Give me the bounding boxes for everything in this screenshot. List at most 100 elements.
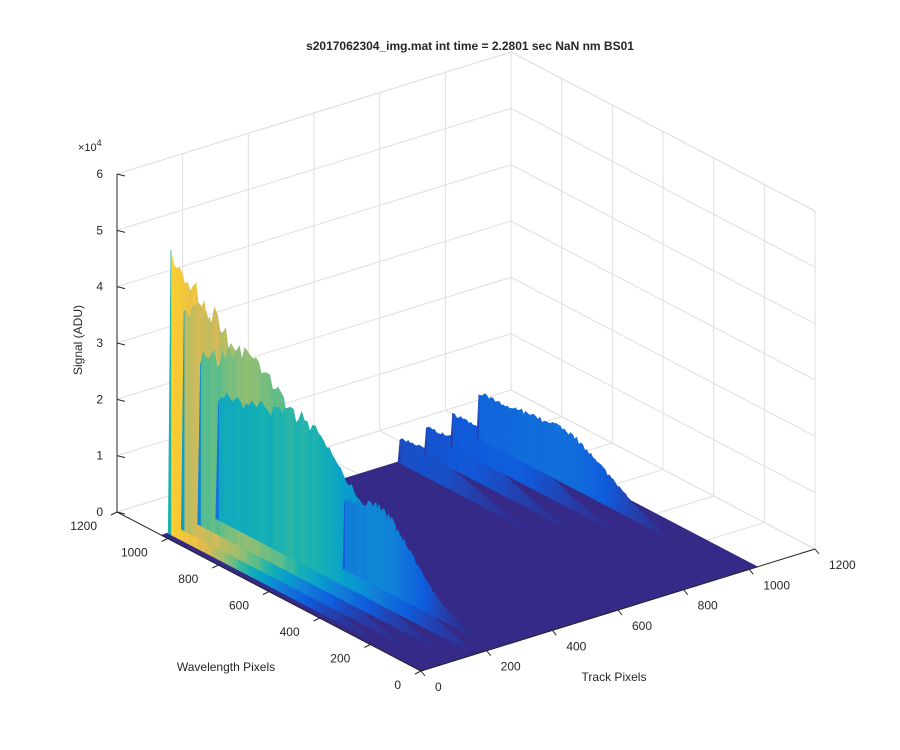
surface-patch bbox=[405, 621, 409, 635]
surface-patch bbox=[655, 524, 659, 534]
z-tick bbox=[116, 511, 126, 515]
surface-patch bbox=[556, 518, 560, 525]
z-tick-label: 6 bbox=[96, 167, 103, 181]
surface-patch bbox=[268, 411, 272, 548]
surface-patch bbox=[464, 478, 468, 499]
surface-patch bbox=[259, 400, 264, 544]
surface-patch bbox=[439, 622, 444, 638]
surface-patch bbox=[317, 432, 322, 575]
surface-patch bbox=[273, 405, 278, 551]
y-tick bbox=[161, 538, 168, 542]
surface-patch bbox=[240, 402, 244, 534]
surface-patch bbox=[192, 305, 196, 538]
surface-patch bbox=[468, 482, 472, 501]
x-tick-label: 200 bbox=[501, 660, 521, 674]
surface-patch bbox=[488, 396, 492, 446]
surface-patch bbox=[485, 496, 489, 510]
surface-patch bbox=[167, 249, 172, 536]
surface-patch bbox=[494, 401, 498, 449]
x-tick-label: 1200 bbox=[829, 558, 856, 572]
tick-labels: 0200400600800100012000200400600800100012… bbox=[70, 167, 856, 694]
surface-patch bbox=[208, 353, 212, 532]
x-tick bbox=[617, 609, 623, 616]
surface-patch bbox=[448, 464, 452, 491]
surface-patch bbox=[245, 403, 250, 537]
y-tick bbox=[313, 617, 320, 622]
surface-patch bbox=[415, 444, 419, 474]
z-tick bbox=[116, 286, 126, 290]
surface-patch bbox=[629, 498, 633, 520]
surface-patch bbox=[186, 311, 190, 535]
surface-patch bbox=[229, 397, 233, 528]
surface-patch bbox=[232, 398, 236, 530]
surface-patch bbox=[256, 401, 261, 543]
z-tick-label: 5 bbox=[96, 223, 103, 237]
surface-patch bbox=[399, 616, 404, 632]
surface-patch bbox=[360, 609, 365, 626]
z-tick-label: 2 bbox=[96, 392, 103, 406]
surface-patch bbox=[262, 402, 266, 546]
surface-patch bbox=[635, 505, 639, 523]
chart-title: s2017062304_img.mat int time = 2.2801 se… bbox=[306, 39, 634, 53]
surface-patch bbox=[453, 634, 458, 646]
surface-patch bbox=[323, 441, 327, 578]
surface-patch bbox=[478, 394, 482, 441]
surface-patch bbox=[301, 411, 305, 566]
surface-patch bbox=[521, 408, 525, 463]
x-tick bbox=[551, 630, 557, 636]
surface-patch bbox=[503, 472, 507, 498]
surface-patch bbox=[315, 425, 319, 573]
surface-patch bbox=[476, 394, 480, 440]
surface-patch bbox=[580, 442, 584, 494]
y-tick-label: 1000 bbox=[121, 546, 148, 560]
surface-patch bbox=[218, 396, 222, 522]
surface-patch bbox=[180, 310, 185, 532]
surface-patch bbox=[304, 420, 308, 567]
surface-patch bbox=[547, 472, 551, 499]
x-tick-label: 1000 bbox=[763, 578, 790, 592]
grid-line bbox=[116, 164, 816, 325]
x-tick bbox=[748, 569, 754, 575]
x-tick bbox=[683, 589, 689, 595]
surface-patch bbox=[295, 418, 300, 563]
z-tick bbox=[116, 398, 126, 402]
surface-patch bbox=[342, 614, 346, 627]
z-exponent-base: ×10 bbox=[78, 142, 97, 154]
grid-line bbox=[116, 107, 816, 268]
surface-patch bbox=[596, 461, 600, 503]
surface-patch bbox=[564, 488, 568, 508]
surface-patch bbox=[559, 425, 563, 483]
y-tick bbox=[262, 591, 270, 595]
z-exponent-power: 4 bbox=[97, 138, 102, 148]
surface-patch bbox=[176, 266, 180, 540]
surface-patch bbox=[454, 471, 458, 494]
surface-patch bbox=[405, 439, 409, 468]
surface-patch bbox=[306, 421, 311, 569]
surface-patch bbox=[248, 399, 253, 538]
surface-patch bbox=[576, 437, 580, 492]
surface-patch bbox=[444, 435, 448, 467]
x-tick-label: 0 bbox=[435, 680, 442, 694]
x-tick-label: 600 bbox=[632, 619, 652, 633]
surface-patch bbox=[562, 522, 566, 528]
surface-patch bbox=[558, 481, 561, 504]
surface-patch bbox=[529, 498, 533, 511]
surface-patch bbox=[564, 428, 567, 486]
surface-patch bbox=[623, 491, 626, 516]
surface-patch bbox=[298, 411, 302, 565]
z-tick-label: 4 bbox=[96, 280, 103, 294]
surface-patch bbox=[553, 422, 557, 480]
surface-patch bbox=[501, 509, 505, 518]
surface-patch bbox=[337, 463, 341, 585]
z-tick bbox=[116, 455, 126, 459]
surface-patch bbox=[481, 492, 484, 508]
surface-patch bbox=[397, 439, 401, 464]
surface-patch bbox=[331, 453, 336, 582]
surface-patch bbox=[284, 407, 289, 557]
surface-patch bbox=[243, 403, 247, 536]
surface-patch bbox=[533, 413, 537, 470]
surface-patch bbox=[254, 404, 258, 541]
surface-patch bbox=[475, 487, 478, 505]
x-tick bbox=[486, 650, 492, 656]
surface-patch bbox=[410, 627, 415, 638]
